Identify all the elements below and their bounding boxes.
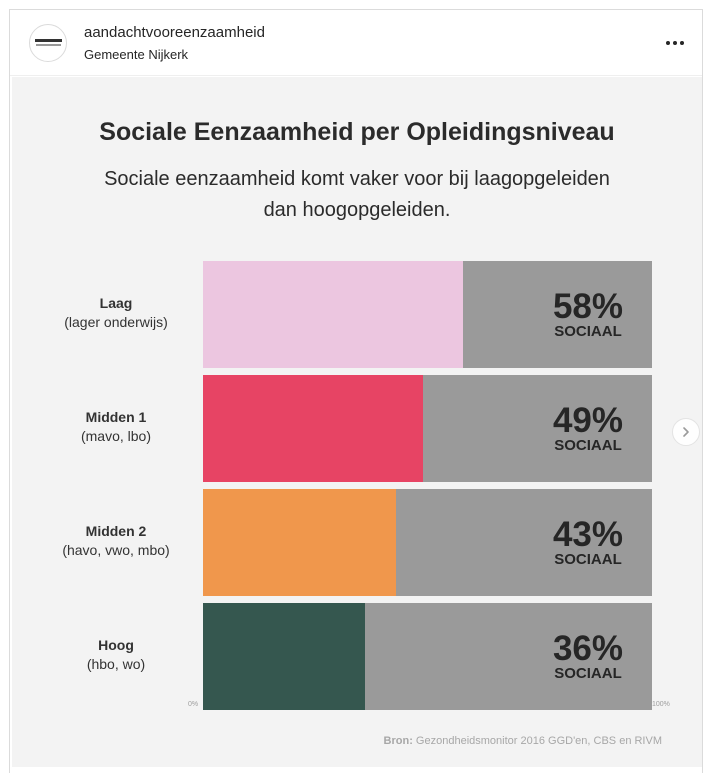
category-name: Laag bbox=[99, 295, 133, 311]
chart-subtitle-line-1: Sociale eenzaamheid komt vaker voor bij … bbox=[104, 168, 610, 190]
location-link[interactable]: Gemeente Nijkerk bbox=[84, 47, 189, 62]
data-label-caption: SOCIAAL bbox=[554, 551, 622, 568]
data-label: 43% bbox=[552, 515, 624, 554]
username-link[interactable]: aandachtvooreenzaamheid bbox=[84, 24, 265, 41]
data-label-caption: SOCIAAL bbox=[554, 437, 622, 454]
category-detail: (hbo, wo) bbox=[86, 656, 146, 672]
category-name: Midden 1 bbox=[85, 409, 147, 425]
post-header: aandachtvooreenzaamheid Gemeente Nijkerk bbox=[10, 10, 702, 76]
post-card: aandachtvooreenzaamheid Gemeente Nijkerk… bbox=[9, 9, 703, 773]
data-label: 36% bbox=[552, 629, 624, 668]
chart-subtitle-line-2: dan hoogopgeleiden. bbox=[263, 199, 451, 221]
next-slide-button[interactable] bbox=[672, 418, 700, 446]
data-label-caption: SOCIAAL bbox=[554, 323, 622, 340]
x-tick-label-100: 100% bbox=[652, 701, 670, 708]
post-image: Sociale Eenzaamheid per Opleidingsniveau… bbox=[12, 77, 702, 767]
category-name: Hoog bbox=[98, 637, 134, 653]
data-label-caption: SOCIAAL bbox=[554, 665, 622, 682]
category-label: Midden 1 (mavo, lbo) bbox=[32, 408, 200, 446]
bar bbox=[203, 261, 463, 368]
category-detail: (mavo, lbo) bbox=[80, 428, 152, 444]
category-name: Midden 2 bbox=[85, 523, 147, 539]
x-tick-label-0: 0% bbox=[188, 701, 199, 708]
source-note: Bron: Gezondheidsmonitor 2016 GGD'en, CB… bbox=[352, 735, 662, 747]
bar bbox=[203, 375, 423, 482]
category-label: Laag (lager onderwijs) bbox=[32, 294, 200, 332]
category-label: Midden 2 (havo, vwo, mbo) bbox=[32, 522, 200, 560]
category-detail: (lager onderwijs) bbox=[64, 314, 168, 330]
bar bbox=[203, 603, 365, 710]
chevron-right-icon bbox=[683, 427, 689, 437]
category-detail: (havo, vwo, mbo) bbox=[62, 542, 170, 558]
data-label: 49% bbox=[552, 401, 624, 440]
chart-subtitle: Sociale eenzaamheid komt vaker voor bij … bbox=[72, 164, 642, 226]
avatar[interactable] bbox=[29, 24, 67, 62]
chart-title: Sociale Eenzaamheid per Opleidingsniveau bbox=[99, 118, 615, 146]
avatar-logo bbox=[35, 38, 62, 48]
source-label: Bron: bbox=[383, 735, 413, 747]
more-options-button[interactable] bbox=[660, 32, 690, 54]
bar bbox=[203, 489, 396, 596]
category-label: Hoog (hbo, wo) bbox=[32, 636, 200, 674]
source-text: Gezondheidsmonitor 2016 GGD'en, CBS en R… bbox=[412, 735, 662, 747]
ellipsis-icon bbox=[666, 41, 670, 45]
data-label: 58% bbox=[552, 287, 624, 326]
